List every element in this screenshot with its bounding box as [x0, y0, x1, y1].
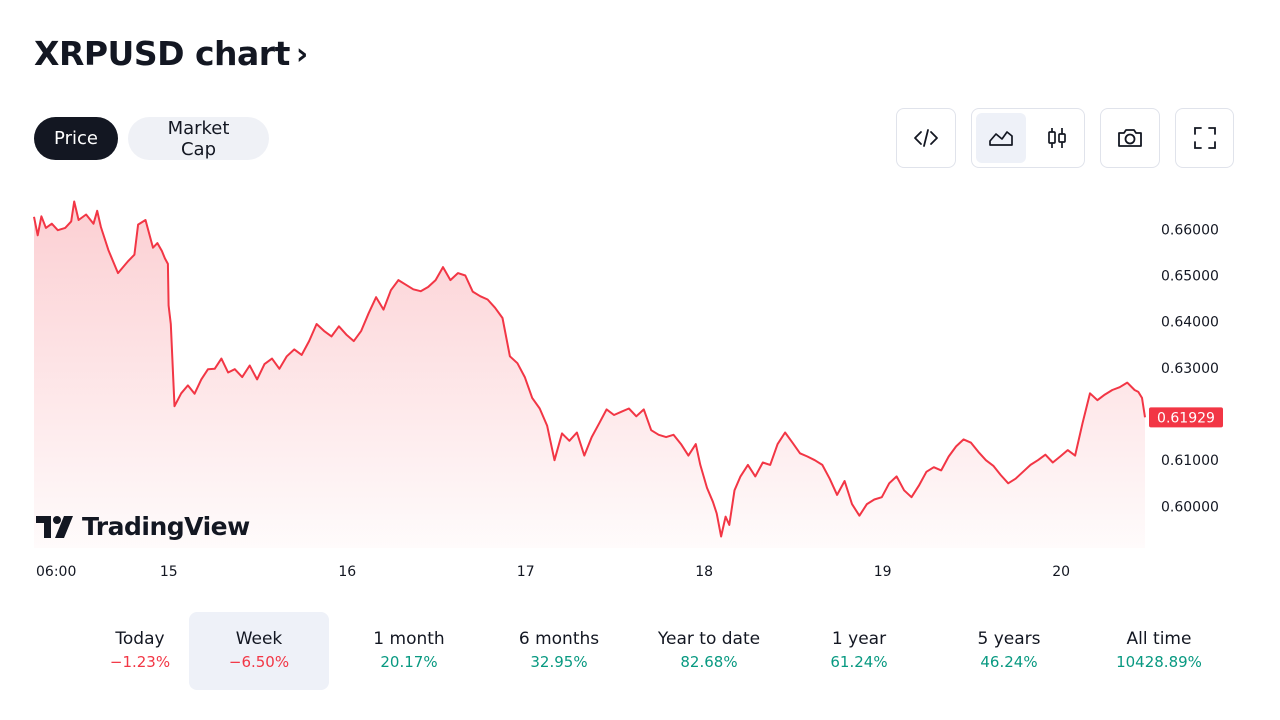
period-change: 10428.89%	[1116, 653, 1202, 671]
code-icon	[914, 129, 938, 147]
period-label: Year to date	[657, 629, 761, 649]
x-axis: 06:00 15 16 17 18 19 20	[36, 564, 1070, 580]
period-6-months[interactable]: 6 months 32.95%	[489, 612, 629, 690]
period-label: 1 month	[373, 629, 445, 649]
price-area	[34, 201, 1145, 548]
period-change: 46.24%	[980, 653, 1038, 671]
period-today[interactable]: Today −1.23%	[70, 612, 210, 690]
period-week[interactable]: Week −6.50%	[189, 612, 329, 690]
tab-market-cap[interactable]: Market Cap	[128, 117, 269, 160]
fullscreen-icon	[1193, 127, 1216, 149]
y-tick-label: 0.65000	[1161, 268, 1219, 284]
page-title-text: XRPUSD chart	[34, 34, 290, 73]
candlestick-button[interactable]	[1032, 113, 1082, 163]
embed-button[interactable]	[896, 108, 956, 168]
period-change: 32.95%	[530, 653, 588, 671]
x-tick-label: 17	[517, 564, 535, 580]
chevron-right-icon: ›	[295, 37, 308, 72]
candlestick-icon	[1048, 128, 1066, 148]
period-label: All time	[1126, 629, 1192, 649]
x-tick-label: 18	[695, 564, 713, 580]
period-change: 82.68%	[680, 653, 738, 671]
price-line	[33, 200, 1146, 538]
period-1-year[interactable]: 1 year 61.24%	[789, 612, 929, 690]
x-tick-label: 16	[338, 564, 356, 580]
price-chart[interactable]: 0.66000 0.65000 0.64000 0.63000 0.61000 0.600…	[0, 180, 1280, 600]
x-tick-label: 06:00	[36, 564, 76, 580]
area-chart-button[interactable]	[976, 113, 1026, 163]
period-change: 20.17%	[380, 653, 438, 671]
fullscreen-button[interactable]	[1175, 108, 1234, 168]
tradingview-logo: TradingView	[36, 512, 250, 541]
y-tick-label: 0.61000	[1161, 453, 1219, 469]
x-tick-label: 20	[1052, 564, 1070, 580]
tradingview-logo-icon	[36, 515, 73, 538]
area-chart-icon	[989, 131, 1013, 146]
period-label: Today	[115, 629, 165, 649]
performance-periods: Today −1.23% Week −6.50% 1 month 20.17% …	[40, 612, 1240, 690]
y-tick-label: 0.64000	[1161, 315, 1219, 331]
page-title[interactable]: XRPUSD chart ›	[34, 34, 308, 73]
period-change: −1.23%	[109, 653, 171, 671]
period-label: Week	[235, 629, 283, 649]
last-price-badge: 0.61929	[1149, 407, 1223, 428]
y-axis: 0.66000 0.65000 0.64000 0.63000 0.61000 0.600…	[1161, 222, 1219, 515]
chart-type-switcher	[971, 108, 1085, 168]
period-year-to-date[interactable]: Year to date 82.68%	[639, 612, 779, 690]
period-label: 1 year	[831, 629, 887, 649]
y-tick-label: 0.66000	[1161, 222, 1219, 238]
period-5-years[interactable]: 5 years 46.24%	[939, 612, 1079, 690]
x-tick-label: 19	[874, 564, 892, 580]
tradingview-logo-text: TradingView	[82, 512, 250, 541]
period-all-time[interactable]: All time 10428.89%	[1089, 612, 1229, 690]
period-label: 6 months	[518, 629, 600, 649]
y-tick-label: 0.63000	[1161, 361, 1219, 377]
period-label: 5 years	[977, 629, 1041, 649]
tab-price[interactable]: Price	[34, 117, 118, 160]
y-tick-label: 0.60000	[1161, 499, 1219, 515]
camera-icon	[1118, 129, 1142, 147]
period-change: −6.50%	[228, 653, 290, 671]
last-price-label: 0.61929	[1157, 410, 1215, 426]
period-change: 61.24%	[830, 653, 888, 671]
snapshot-button[interactable]	[1100, 108, 1160, 168]
x-tick-label: 15	[160, 564, 178, 580]
period-1-month[interactable]: 1 month 20.17%	[339, 612, 479, 690]
